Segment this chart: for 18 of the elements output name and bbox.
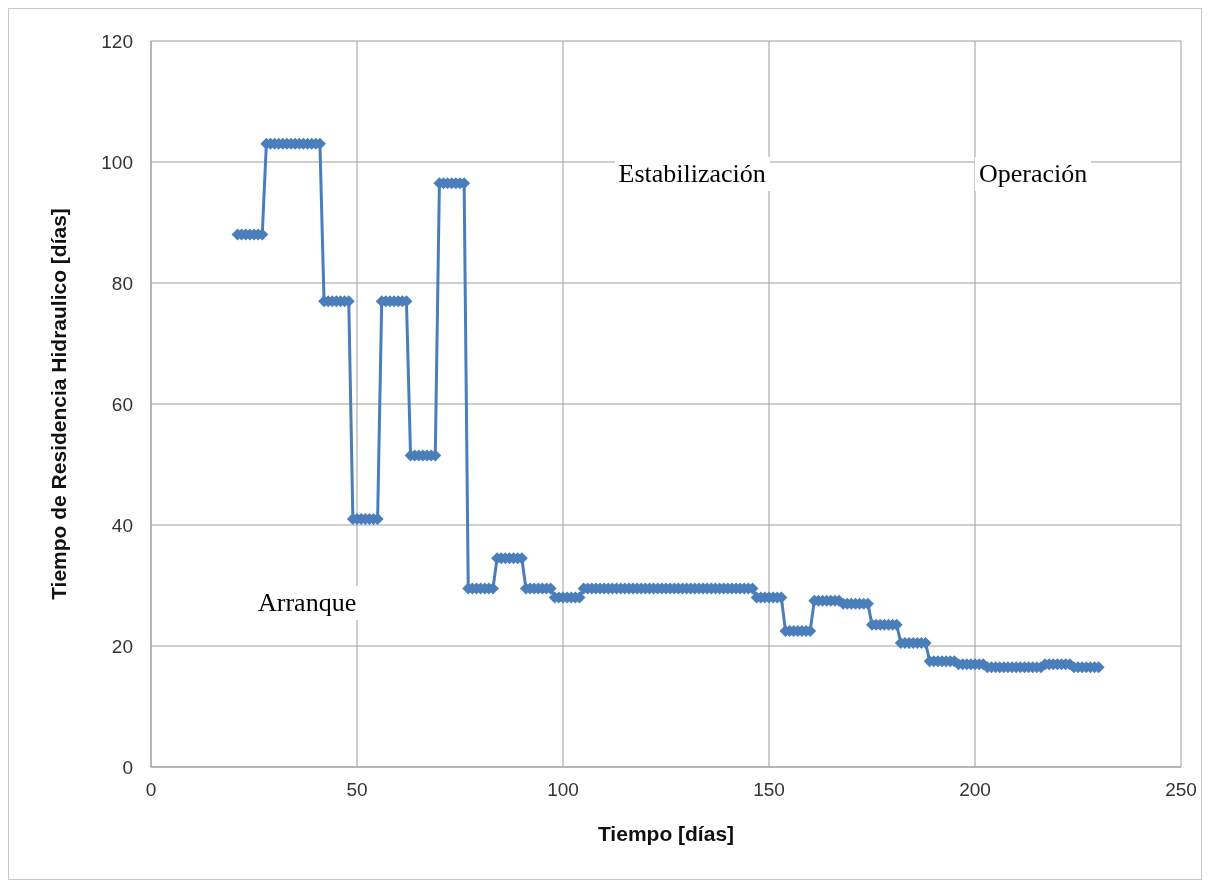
- x-tick-label: 50: [346, 779, 368, 801]
- y-tick-label: 100: [101, 151, 133, 173]
- y-tick-label: 120: [101, 30, 133, 52]
- x-tick-label: 250: [1165, 779, 1197, 801]
- x-tick-label: 0: [145, 779, 157, 801]
- x-axis-title: Tiempo [días]: [597, 822, 735, 845]
- y-tick-label: 20: [111, 635, 133, 657]
- y-tick-label: 60: [111, 393, 133, 415]
- annotation: Estabilización: [614, 157, 770, 192]
- annotation: Arranque: [254, 585, 361, 620]
- y-tick-label: 40: [111, 514, 133, 536]
- x-tick-label: 200: [959, 779, 991, 801]
- y-tick-label: 0: [122, 756, 133, 778]
- y-tick-label: 80: [111, 272, 133, 294]
- annotation: Operación: [975, 157, 1092, 192]
- x-tick-label: 150: [753, 779, 785, 801]
- x-tick-label: 100: [547, 779, 579, 801]
- y-axis-title: Tiempo de Residencia Hidraulico [días]: [47, 208, 71, 600]
